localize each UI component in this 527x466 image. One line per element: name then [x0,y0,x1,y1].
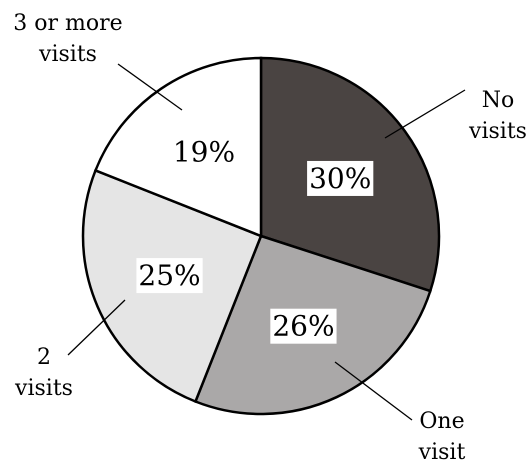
value-label-box-3-or-more-visits [170,134,238,170]
value-label-text-3-or-more-visits: 19% [173,136,235,169]
value-label-box-2-visits [136,258,203,294]
category-label-line-3-or-more-visits-2: visits [38,42,97,67]
category-label-line-one-visit-1: One [419,409,464,434]
pie-value-labels: 30% 26% 25% 19% [136,134,374,344]
category-label-line-3-or-more-visits-1: 3 or more [13,11,122,36]
value-label-text-one-visit: 26% [272,310,334,343]
value-label-text-no-visits: 30% [309,162,371,195]
value-label-text-2-visits: 25% [138,259,200,292]
category-label-3-or-more-visits: 3 or more visits [13,11,122,67]
value-label-box-one-visit [270,308,337,344]
value-label-3-or-more-visits: 19% [170,134,238,170]
pie-leader-lines [67,63,466,421]
value-label-one-visit: 26% [270,308,337,344]
pie-category-labels: No visits One visit 2 visits 3 or more visits [13,11,527,465]
category-label-no-visits: No visits [468,88,527,144]
category-label-line-one-visit-2: visit [418,440,466,465]
category-label-line-2-visits-1: 2 [37,345,51,370]
leader-line-2-visits [67,299,126,356]
category-label-line-2-visits-2: visits [14,376,73,401]
value-label-no-visits: 30% [307,160,374,196]
category-label-one-visit: One visit [418,409,466,465]
value-label-box-no-visits [307,160,374,196]
leader-line-3-or-more-visits [117,63,183,111]
leader-line-one-visit [334,361,413,421]
pie-slices [81,56,441,416]
category-label-line-no-visits-2: visits [468,119,527,144]
value-label-2-visits: 25% [136,258,203,294]
category-label-2-visits: 2 visits [14,345,73,401]
leader-line-no-visits [384,89,466,139]
category-label-line-no-visits-1: No [482,88,515,113]
